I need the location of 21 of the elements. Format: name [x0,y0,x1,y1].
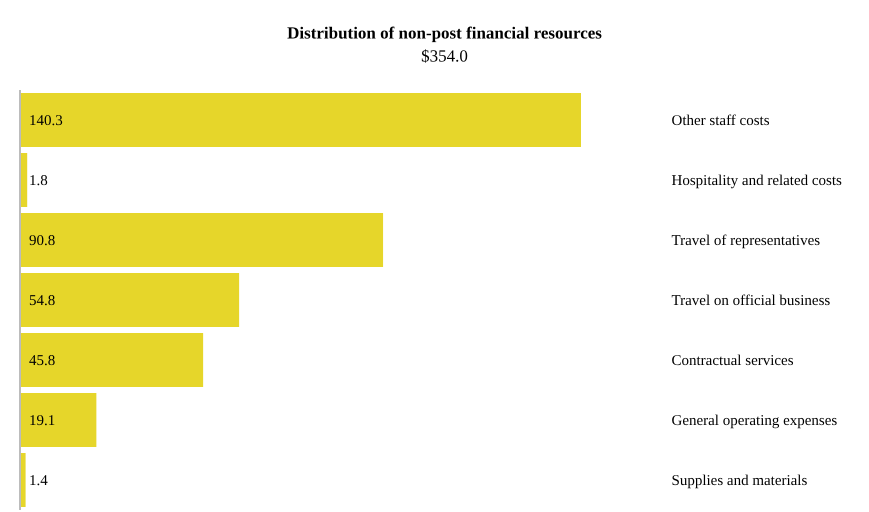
bar [20,333,204,387]
data-label: 140.3 [29,113,63,129]
data-label: 19.1 [29,413,56,429]
bar [20,393,96,447]
bar [20,273,240,327]
data-label: 90.8 [29,233,56,249]
chart-title: Distribution of non-post financial resources [287,23,602,42]
data-label: 45.8 [29,353,56,369]
y-tick-label: Travel on official business [672,293,830,309]
y-tick-label: Travel of representatives [672,233,820,249]
data-label: 1.8 [29,173,48,189]
data-label: 54.8 [29,293,56,309]
data-label: 1.4 [29,473,48,489]
y-tick-label: Hospitality and related costs [672,173,842,189]
bar [20,213,384,267]
y-tick-label: Contractual services [672,353,794,369]
chart-subtitle: $354.0 [421,46,468,66]
y-tick-label: Supplies and materials [672,473,808,489]
y-tick-label: Other staff costs [672,113,770,129]
bar [20,93,581,147]
y-tick-label: General operating expenses [672,413,838,429]
